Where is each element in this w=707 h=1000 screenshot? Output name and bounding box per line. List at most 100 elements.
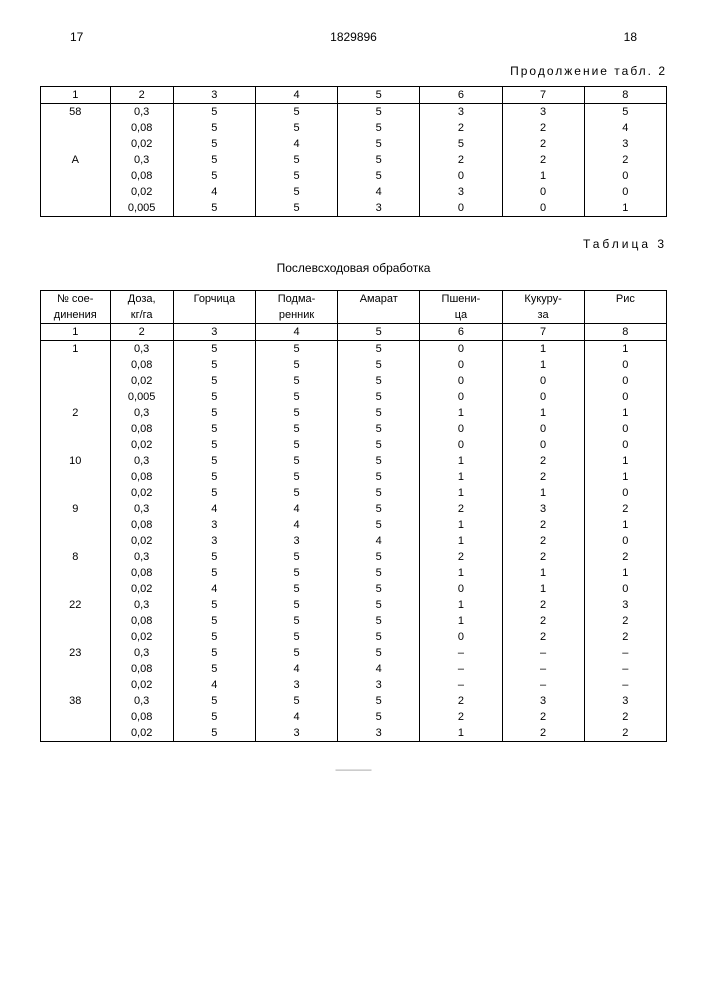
cell [41,629,111,645]
col-num: 4 [255,324,337,341]
table-row: 90,3445232 [41,501,667,517]
cell: 0,02 [110,184,173,200]
col-num: 6 [420,87,502,104]
cell [41,469,111,485]
header-cell [173,307,255,324]
table3-caption: Таблица 3 [40,237,667,251]
cell: 5 [173,661,255,677]
cell: 1 [420,453,502,469]
cell: 0,3 [110,152,173,168]
cell: 2 [584,709,666,725]
cell: 5 [255,565,337,581]
cell: 3 [255,677,337,693]
cell: – [502,645,584,661]
cell [41,437,111,453]
cell: 2 [502,597,584,613]
table-row: 0,08555122 [41,613,667,629]
cell: 5 [338,709,420,725]
col-num: 7 [502,324,584,341]
table-row: 0,005555000 [41,389,667,405]
cell: 1 [502,581,584,597]
cell: 1 [420,469,502,485]
cell: 5 [173,485,255,501]
cell: 5 [173,565,255,581]
cell [41,421,111,437]
cell: 5 [338,357,420,373]
cell: 23 [41,645,111,661]
cell: 0,3 [110,341,173,358]
cell: 1 [41,341,111,358]
cell: 0 [420,341,502,358]
cell: 9 [41,501,111,517]
cell: 0,02 [110,373,173,389]
cell: 1 [584,517,666,533]
col-num: 4 [255,87,337,104]
cell [41,581,111,597]
cell: 5 [338,421,420,437]
cell: 5 [173,168,255,184]
cell: 1 [420,597,502,613]
cell: 5 [338,485,420,501]
cell: 3 [255,533,337,549]
cell: 8 [41,549,111,565]
table-row: 12345678 [41,324,667,341]
cell: 5 [338,565,420,581]
cell: 2 [584,549,666,565]
cell: 5 [173,152,255,168]
cell: 4 [255,136,337,152]
cell: 0,3 [110,645,173,661]
cell: 3 [255,725,337,742]
table-row: 0,02555000 [41,437,667,453]
cell: 5 [255,597,337,613]
cell: 1 [420,565,502,581]
cell: 1 [584,405,666,421]
cell: 5 [173,613,255,629]
col-num: 5 [338,87,420,104]
cell: 5 [173,469,255,485]
cell: 10 [41,453,111,469]
cell: 0,08 [110,613,173,629]
cell: 0,3 [110,405,173,421]
cell: 5 [338,581,420,597]
cell: 2 [502,469,584,485]
cell: 3 [584,597,666,613]
cell: 0,08 [110,661,173,677]
cell: 3 [173,533,255,549]
cell: 5 [338,645,420,661]
cell: 2 [420,120,502,136]
cell: 3 [502,104,584,121]
cell: 1 [584,341,666,358]
cell: 5 [173,120,255,136]
col-num: 3 [173,324,255,341]
cell: 5 [173,645,255,661]
cell [41,184,111,200]
cell: 5 [173,357,255,373]
cell: – [502,661,584,677]
cell: 0,005 [110,200,173,217]
cell: 5 [420,136,502,152]
cell: 0,3 [110,597,173,613]
col-num: 6 [420,324,502,341]
header-cell: № сое- [41,291,111,308]
cell: 5 [338,405,420,421]
table-row: 0,02555022 [41,629,667,645]
cell: 5 [173,389,255,405]
cell: 2 [420,693,502,709]
table-row: A0,3555222 [41,152,667,168]
table-row: 12345678 [41,87,667,104]
cell: – [420,661,502,677]
cell: 0 [420,373,502,389]
col-num: 3 [173,87,255,104]
cell: 1 [420,613,502,629]
cell: 0 [584,485,666,501]
header-cell: Амарат [338,291,420,308]
cell: 4 [255,709,337,725]
cell: 2 [41,405,111,421]
cell: 3 [338,725,420,742]
cell: 5 [584,104,666,121]
cell: 0 [584,437,666,453]
cell [41,661,111,677]
table-row: 0,02334120 [41,533,667,549]
cell: 1 [502,341,584,358]
cell: 5 [255,613,337,629]
